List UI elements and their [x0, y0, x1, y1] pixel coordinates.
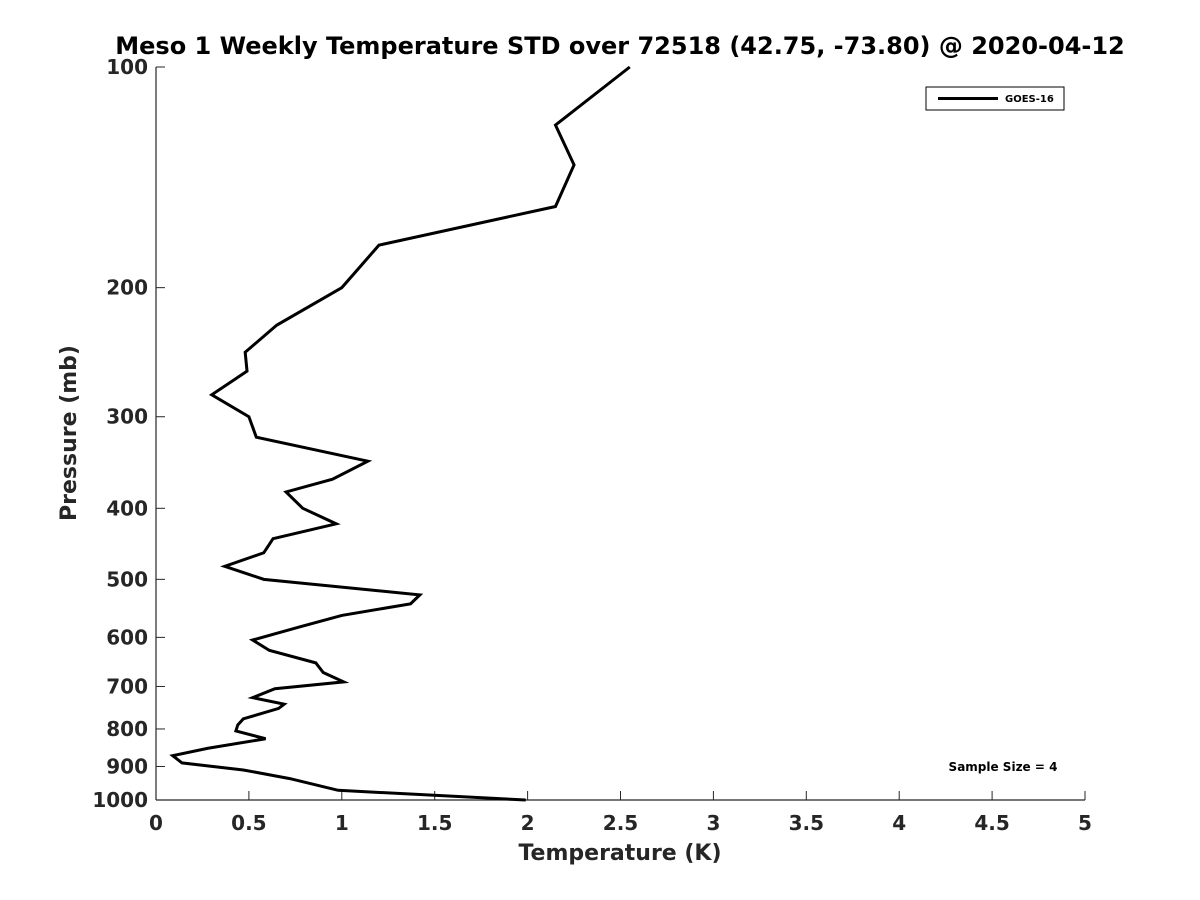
legend-entry-goes16: GOES-16 — [1005, 94, 1054, 105]
legend: GOES-16 — [925, 86, 1065, 111]
x-tick-label: 5 — [1078, 811, 1092, 835]
chart-title: Meso 1 Weekly Temperature STD over 72518… — [115, 32, 1125, 60]
x-tick-label: 2.5 — [603, 811, 638, 835]
x-tick-label: 0.5 — [231, 811, 266, 835]
y-tick-label: 400 — [106, 496, 148, 520]
sample-size-annotation: Sample Size = 4 — [949, 760, 1058, 774]
x-tick-label: 4 — [892, 811, 906, 835]
x-tick-label: 3.5 — [789, 811, 824, 835]
x-tick-label: 0 — [149, 811, 163, 835]
y-tick-label: 700 — [106, 674, 148, 698]
x-tick-label: 4.5 — [974, 811, 1009, 835]
series-line-goes16 — [169, 65, 631, 802]
series-layer — [169, 65, 631, 802]
y-tick-label: 100 — [106, 55, 148, 79]
y-tick-label: 800 — [106, 717, 148, 741]
y-tick-label: 900 — [106, 754, 148, 778]
x-tick-label: 3 — [706, 811, 720, 835]
x-axis-label: Temperature (K) — [518, 841, 721, 866]
axes — [155, 67, 1085, 801]
x-tick-label: 1 — [335, 811, 349, 835]
y-tick-label: 1000 — [92, 788, 148, 812]
x-tick-label: 1.5 — [417, 811, 452, 835]
tick-marks: 0 0.5 1 1.5 2 2.5 3 3.5 4 4.5 5 100 200 300 400 500 600 7… — [92, 55, 1092, 835]
y-tick-label: 200 — [106, 276, 148, 300]
y-tick-label: 600 — [106, 625, 148, 649]
x-tick-label: 2 — [521, 811, 535, 835]
y-axis-label: Pressure (mb) — [57, 345, 82, 521]
y-tick-label: 500 — [106, 567, 148, 591]
y-tick-label: 300 — [106, 405, 148, 429]
